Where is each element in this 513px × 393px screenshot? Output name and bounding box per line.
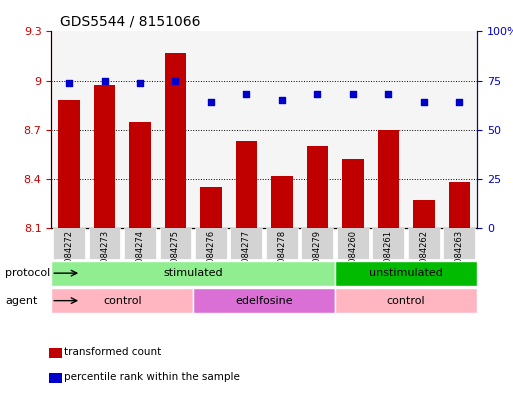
Text: GSM1084262: GSM1084262 — [419, 230, 428, 285]
Point — [136, 79, 144, 86]
Point — [65, 79, 73, 86]
Text: percentile rank within the sample: percentile rank within the sample — [64, 372, 240, 382]
Point — [207, 99, 215, 105]
Point — [384, 91, 392, 97]
Bar — [165, 53, 186, 228]
Text: transformed count: transformed count — [64, 347, 162, 357]
Text: GSM1084279: GSM1084279 — [313, 230, 322, 285]
Point — [420, 99, 428, 105]
FancyBboxPatch shape — [443, 228, 476, 259]
Bar — [94, 86, 115, 228]
Text: GSM1084276: GSM1084276 — [206, 230, 215, 286]
FancyBboxPatch shape — [89, 228, 121, 259]
Text: agent: agent — [5, 296, 37, 306]
Bar — [449, 182, 470, 228]
Text: GSM1084273: GSM1084273 — [100, 230, 109, 286]
Bar — [129, 121, 151, 228]
Bar — [413, 200, 435, 228]
Bar — [307, 146, 328, 228]
Text: GSM1084274: GSM1084274 — [135, 230, 145, 285]
Bar — [342, 159, 364, 228]
FancyBboxPatch shape — [53, 228, 85, 259]
Text: edelfosine: edelfosine — [235, 296, 293, 306]
Point — [349, 91, 357, 97]
Text: GSM1084277: GSM1084277 — [242, 230, 251, 286]
Bar — [378, 130, 399, 228]
FancyBboxPatch shape — [195, 228, 227, 259]
FancyBboxPatch shape — [160, 228, 191, 259]
FancyBboxPatch shape — [124, 228, 156, 259]
Bar — [271, 176, 292, 228]
Text: GSM1084261: GSM1084261 — [384, 230, 393, 285]
FancyBboxPatch shape — [372, 228, 404, 259]
FancyBboxPatch shape — [266, 228, 298, 259]
FancyBboxPatch shape — [408, 228, 440, 259]
FancyBboxPatch shape — [51, 261, 335, 285]
FancyBboxPatch shape — [302, 228, 333, 259]
Point — [455, 99, 463, 105]
FancyBboxPatch shape — [230, 228, 263, 259]
FancyBboxPatch shape — [51, 288, 193, 313]
Text: GSM1084260: GSM1084260 — [348, 230, 358, 285]
Bar — [236, 141, 257, 228]
Point — [101, 77, 109, 84]
Text: GDS5544 / 8151066: GDS5544 / 8151066 — [60, 15, 200, 29]
Bar — [200, 187, 222, 228]
Point — [171, 77, 180, 84]
Text: control: control — [103, 296, 142, 306]
Bar — [58, 100, 80, 228]
Point — [313, 91, 322, 97]
FancyBboxPatch shape — [335, 261, 477, 285]
Point — [278, 97, 286, 103]
Text: unstimulated: unstimulated — [369, 268, 443, 278]
Text: protocol: protocol — [5, 268, 50, 278]
FancyBboxPatch shape — [193, 288, 335, 313]
Text: GSM1084272: GSM1084272 — [65, 230, 73, 285]
FancyBboxPatch shape — [335, 288, 477, 313]
Point — [242, 91, 250, 97]
Text: control: control — [387, 296, 425, 306]
Text: GSM1084278: GSM1084278 — [278, 230, 286, 286]
Text: GSM1084275: GSM1084275 — [171, 230, 180, 285]
Text: GSM1084263: GSM1084263 — [455, 230, 464, 286]
FancyBboxPatch shape — [337, 228, 369, 259]
Text: stimulated: stimulated — [164, 268, 223, 278]
